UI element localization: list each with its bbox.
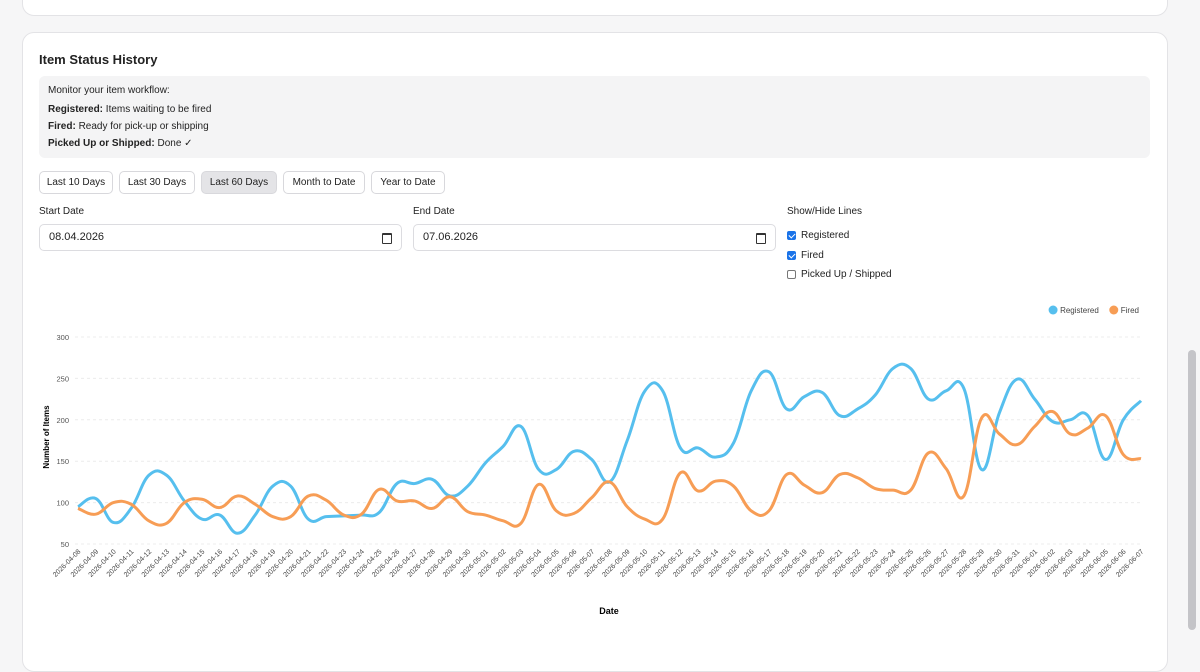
start-date-label: Start Date xyxy=(39,206,85,217)
info-box: Monitor your item workflow: Registered: … xyxy=(39,76,1150,158)
y-tick-label: 250 xyxy=(56,374,69,383)
start-date-value: 08.04.2026 xyxy=(49,231,105,243)
y-tick-label: 300 xyxy=(56,333,69,342)
info-intro: Monitor your item workflow: xyxy=(48,85,170,96)
chart: Date Number of Items 5010015020025030020… xyxy=(42,305,1145,616)
range-button[interactable]: Last 10 Days xyxy=(39,171,113,194)
end-date-value: 07.06.2026 xyxy=(423,231,479,243)
lines-label: Show/Hide Lines xyxy=(787,206,863,217)
x-axis-title: Date xyxy=(599,606,619,616)
y-tick-label: 200 xyxy=(56,416,69,425)
checkbox[interactable] xyxy=(787,250,796,260)
range-button[interactable]: Month to Date xyxy=(283,171,365,194)
y-tick-label: 50 xyxy=(61,540,69,549)
info-term: Picked Up or Shipped: xyxy=(48,138,155,149)
checkbox-label[interactable]: Picked Up / Shipped xyxy=(801,269,892,280)
range-button[interactable]: Last 60 Days xyxy=(201,171,277,194)
info-text: Done ✓ xyxy=(157,138,193,149)
info-line: Registered: Items waiting to be fired xyxy=(48,104,211,115)
legend-label: Fired xyxy=(1121,306,1139,315)
info-term: Fired: xyxy=(48,121,76,132)
checkbox-label[interactable]: Fired xyxy=(801,249,824,261)
checkbox[interactable] xyxy=(787,231,796,240)
info-text: Items waiting to be fired xyxy=(105,104,212,115)
y-tick-label: 100 xyxy=(56,499,69,508)
calendar-icon[interactable] xyxy=(382,233,392,244)
range-button[interactable]: Last 30 Days xyxy=(119,171,195,194)
series-line xyxy=(77,362,1143,535)
series-line xyxy=(77,409,1142,528)
info-line: Picked Up or Shipped: Done ✓ xyxy=(48,138,193,149)
end-date-input[interactable]: 07.06.2026 xyxy=(413,224,776,251)
checkbox[interactable] xyxy=(787,270,796,279)
legend-swatch xyxy=(1048,305,1058,315)
page: Item Status History Monitor your item wo… xyxy=(0,0,1200,630)
y-axis-title: Number of Items xyxy=(42,405,51,469)
end-date-label: End Date xyxy=(413,206,455,217)
info-line: Fired: Ready for pick-up or shipping xyxy=(48,121,209,132)
legend-label: Registered xyxy=(1060,306,1099,315)
start-date-input[interactable]: 08.04.2026 xyxy=(39,224,402,251)
info-text: Ready for pick-up or shipping xyxy=(78,121,209,132)
y-tick-label: 150 xyxy=(56,457,69,466)
legend-swatch xyxy=(1109,305,1119,315)
info-term: Registered: xyxy=(48,104,104,115)
calendar-icon[interactable] xyxy=(756,233,766,244)
range-button[interactable]: Year to Date xyxy=(371,171,445,194)
card-title: Item Status History xyxy=(39,52,158,67)
scrollbar[interactable] xyxy=(1188,350,1196,630)
checkbox-label[interactable]: Registered xyxy=(801,230,850,241)
